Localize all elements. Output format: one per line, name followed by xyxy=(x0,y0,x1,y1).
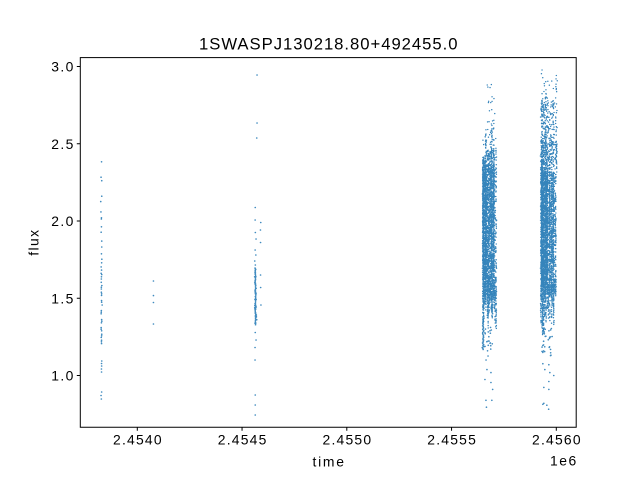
svg-text:2.4560: 2.4560 xyxy=(532,431,581,447)
svg-text:2.4550: 2.4550 xyxy=(323,431,372,447)
svg-text:flux: flux xyxy=(26,230,42,256)
svg-text:2.0: 2.0 xyxy=(51,213,73,229)
svg-text:2.4555: 2.4555 xyxy=(427,431,476,447)
svg-text:2.5: 2.5 xyxy=(51,136,73,152)
svg-text:2.4545: 2.4545 xyxy=(218,431,267,447)
svg-text:1.0: 1.0 xyxy=(51,368,73,384)
svg-text:1e6: 1e6 xyxy=(550,453,576,469)
svg-text:time: time xyxy=(313,454,345,470)
svg-text:1.5: 1.5 xyxy=(51,290,73,306)
svg-text:2.4540: 2.4540 xyxy=(113,431,162,447)
svg-text:1SWASPJ130218.80+492455.0: 1SWASPJ130218.80+492455.0 xyxy=(199,35,458,54)
svg-text:3.0: 3.0 xyxy=(51,59,73,75)
